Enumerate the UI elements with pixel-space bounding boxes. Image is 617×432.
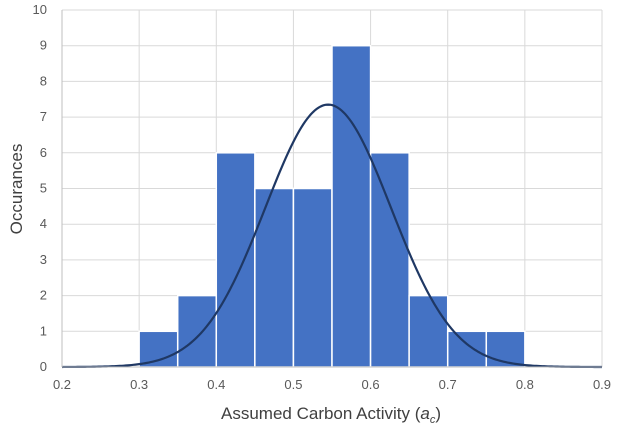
y-tick-label: 6 — [40, 145, 47, 160]
x-axis-title: Assumed Carbon Activity (ac) — [221, 404, 441, 426]
y-tick-label: 7 — [40, 109, 47, 124]
x-axis-title-symbol: a — [420, 404, 429, 423]
histogram-bar — [292, 187, 333, 368]
x-tick-label: 0.4 — [207, 377, 225, 392]
y-tick-label: 3 — [40, 252, 47, 267]
histogram-bar — [331, 44, 372, 368]
x-axis-title-suffix: ) — [435, 404, 441, 423]
y-tick-label: 10 — [33, 2, 47, 17]
histogram-bar — [254, 187, 295, 368]
histogram-bar — [138, 330, 179, 368]
y-tick-label: 8 — [40, 73, 47, 88]
y-tick-label: 4 — [40, 216, 47, 231]
x-tick-label: 0.2 — [53, 377, 71, 392]
x-axis-title-prefix: Assumed Carbon Activity ( — [221, 404, 421, 423]
y-tick-label: 1 — [40, 323, 47, 338]
x-tick-label: 0.7 — [439, 377, 457, 392]
y-tick-labels: 0 1 2 3 4 5 6 7 8 9 10 — [33, 2, 47, 374]
y-axis-title: Occurances — [7, 144, 26, 235]
normal-fit-curve-group — [61, 103, 602, 369]
x-tick-label: 0.6 — [362, 377, 380, 392]
y-tick-label: 9 — [40, 38, 47, 53]
histogram-bar — [215, 152, 256, 368]
y-tick-label: 2 — [40, 288, 47, 303]
y-tick-label: 0 — [40, 359, 47, 374]
x-tick-labels: 0.2 0.3 0.4 0.5 0.6 0.7 0.8 0.9 — [53, 377, 611, 392]
histogram-bar — [446, 330, 488, 368]
x-tick-label: 0.5 — [284, 377, 302, 392]
normal-fit-curve — [61, 103, 602, 369]
y-tick-label: 5 — [40, 181, 47, 196]
x-axis-title-subscript: c — [430, 414, 436, 426]
x-tick-label: 0.9 — [593, 377, 611, 392]
histogram-bars — [138, 44, 526, 368]
x-tick-label: 0.8 — [516, 377, 534, 392]
histogram-bar — [176, 294, 218, 368]
x-tick-label: 0.3 — [130, 377, 148, 392]
axes — [61, 10, 602, 368]
histogram-bar — [369, 152, 410, 368]
histogram-bar — [408, 294, 449, 368]
